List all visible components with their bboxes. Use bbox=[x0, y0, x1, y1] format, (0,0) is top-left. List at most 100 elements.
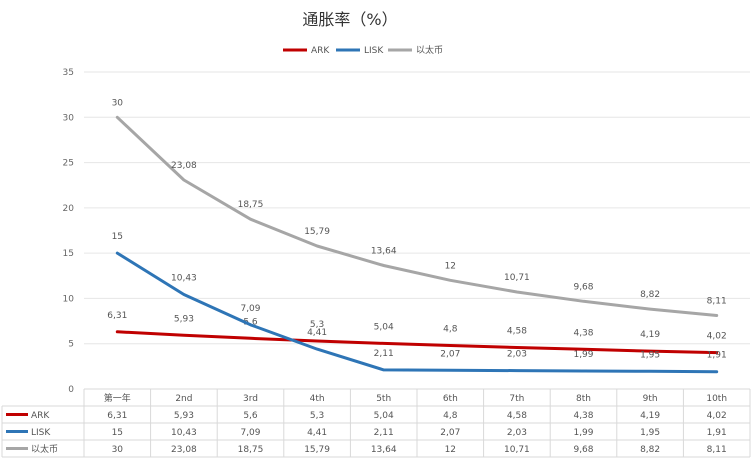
data-label-series-3: 13,64 bbox=[371, 246, 397, 256]
table-cell-ark: 4,8 bbox=[443, 411, 458, 421]
table-cell-lisk: 10,43 bbox=[171, 428, 197, 438]
data-label-lisk: 4,41 bbox=[307, 328, 327, 338]
data-label-series-3: 30 bbox=[112, 98, 124, 108]
x-tick-label: 7th bbox=[509, 394, 524, 404]
data-label-lisk: 10,43 bbox=[171, 274, 197, 284]
x-tick-label: 4th bbox=[310, 394, 325, 404]
grid bbox=[84, 71, 750, 390]
data-label-lisk: 2,11 bbox=[374, 349, 394, 359]
data-point-lisk bbox=[715, 370, 718, 373]
data-label-series-3: 8,11 bbox=[707, 297, 727, 307]
table-cell-series-3: 18,75 bbox=[238, 445, 264, 455]
table-cell-lisk: 2,07 bbox=[440, 428, 460, 438]
data-label-lisk: 1,99 bbox=[573, 350, 593, 360]
data-point-ark bbox=[515, 346, 518, 349]
series-line-ark bbox=[115, 330, 719, 355]
table-cell-series-3: 9,68 bbox=[573, 445, 593, 455]
x-tick-label: 第一年 bbox=[104, 392, 131, 404]
table-cell-lisk: 7,09 bbox=[240, 428, 260, 438]
data-point-series-3 bbox=[449, 279, 452, 282]
y-tick-label: 0 bbox=[68, 385, 74, 395]
data-table: 第一年 2nd 3rd 4th 5th 6th 7th 8th 9th 10th ARK 6,31 5,… bbox=[1, 388, 751, 458]
table-series-name-lisk: LISK bbox=[31, 428, 51, 438]
data-label-series-3: 12 bbox=[445, 261, 456, 271]
table-cell-series-3: 23,08 bbox=[171, 445, 197, 455]
y-tick-label: 5 bbox=[68, 340, 74, 350]
table-cell-lisk: 1,95 bbox=[640, 428, 660, 438]
table-cell-ark: 6,31 bbox=[107, 411, 127, 421]
data-point-ark bbox=[182, 334, 185, 337]
series-line-lisk bbox=[115, 251, 719, 374]
y-axis: 0 5 10 15 20 25 30 35 bbox=[63, 68, 75, 395]
table-cell-series-3: 12 bbox=[445, 445, 456, 455]
series-line-series-3 bbox=[115, 115, 719, 317]
data-label-ark: 4,02 bbox=[707, 332, 727, 342]
y-tick-label: 15 bbox=[63, 249, 74, 259]
table-cell-ark: 4,58 bbox=[507, 411, 527, 421]
x-tick-label: 5th bbox=[376, 394, 391, 404]
data-label-ark: 4,8 bbox=[443, 325, 458, 335]
x-tick-label: 8th bbox=[576, 394, 591, 404]
table-cell-lisk: 4,41 bbox=[307, 428, 327, 438]
data-point-lisk bbox=[116, 252, 119, 255]
data-point-series-3 bbox=[382, 264, 385, 267]
data-label-series-3: 8,82 bbox=[640, 290, 660, 300]
data-point-ark bbox=[449, 344, 452, 347]
table-cell-ark: 5,3 bbox=[310, 411, 324, 421]
data-label-series-3: 18,75 bbox=[238, 200, 264, 210]
data-label-ark: 5,3 bbox=[310, 320, 324, 330]
x-tick-label: 2nd bbox=[175, 394, 192, 404]
y-tick-label: 30 bbox=[63, 113, 75, 123]
table-cell-lisk: 1,91 bbox=[707, 428, 727, 438]
data-label-lisk: 1,91 bbox=[707, 351, 727, 361]
data-point-series-3 bbox=[515, 290, 518, 293]
data-point-lisk bbox=[515, 369, 518, 372]
y-tick-label: 25 bbox=[63, 159, 74, 169]
data-label-ark: 5,6 bbox=[243, 317, 258, 327]
table-cell-ark: 4,38 bbox=[573, 411, 593, 421]
table-cell-ark: 5,6 bbox=[243, 411, 258, 421]
table-series-name-ark: ARK bbox=[31, 411, 50, 421]
data-point-ark bbox=[116, 330, 119, 333]
series-layer: 6,31 5,93 5,6 5,3 5,04 4,8 4,58 4,38 4,19 4,02 15 1… bbox=[107, 98, 727, 374]
table-cell-ark: 4,02 bbox=[707, 411, 727, 421]
data-label-lisk: 7,09 bbox=[240, 304, 260, 314]
data-label-ark: 5,04 bbox=[374, 322, 394, 332]
data-point-lisk bbox=[449, 369, 452, 372]
table-cell-ark: 4,19 bbox=[640, 411, 660, 421]
data-point-series-3 bbox=[715, 314, 718, 317]
x-tick-label: 6th bbox=[443, 394, 458, 404]
data-point-series-3 bbox=[249, 218, 252, 221]
data-label-lisk: 2,03 bbox=[507, 350, 527, 360]
data-point-lisk bbox=[316, 348, 319, 351]
table-cell-series-3: 8,11 bbox=[707, 445, 727, 455]
chart-title: 通胀率（%） bbox=[302, 10, 397, 29]
data-label-ark: 4,38 bbox=[573, 328, 593, 338]
data-point-lisk bbox=[649, 370, 652, 373]
data-label-ark: 6,31 bbox=[107, 311, 127, 321]
table-series-name-series-3: 以太币 bbox=[31, 443, 58, 455]
data-label-lisk: 1,95 bbox=[640, 350, 660, 360]
data-label-ark: 5,93 bbox=[174, 314, 194, 324]
legend-label-series-3: 以太币 bbox=[416, 44, 443, 56]
data-point-ark bbox=[316, 339, 319, 342]
data-point-lisk bbox=[582, 369, 585, 372]
data-point-series-3 bbox=[649, 308, 652, 311]
table-cell-ark: 5,04 bbox=[374, 411, 394, 421]
table-cell-lisk: 15 bbox=[112, 428, 123, 438]
data-label-series-3: 23,08 bbox=[171, 161, 197, 171]
data-point-series-3 bbox=[182, 178, 185, 181]
data-label-series-3: 9,68 bbox=[573, 282, 593, 292]
table-cell-series-3: 8,82 bbox=[640, 445, 660, 455]
data-label-lisk: 2,07 bbox=[440, 349, 460, 359]
y-tick-label: 20 bbox=[63, 204, 75, 214]
data-point-ark bbox=[249, 337, 252, 340]
x-tick-label: 9th bbox=[643, 394, 658, 404]
table-cell-series-3: 13,64 bbox=[371, 445, 397, 455]
data-label-lisk: 15 bbox=[112, 232, 123, 242]
legend-label-ark: ARK bbox=[311, 46, 330, 56]
x-tick-label: 10th bbox=[706, 394, 727, 404]
y-tick-label: 10 bbox=[63, 294, 75, 304]
